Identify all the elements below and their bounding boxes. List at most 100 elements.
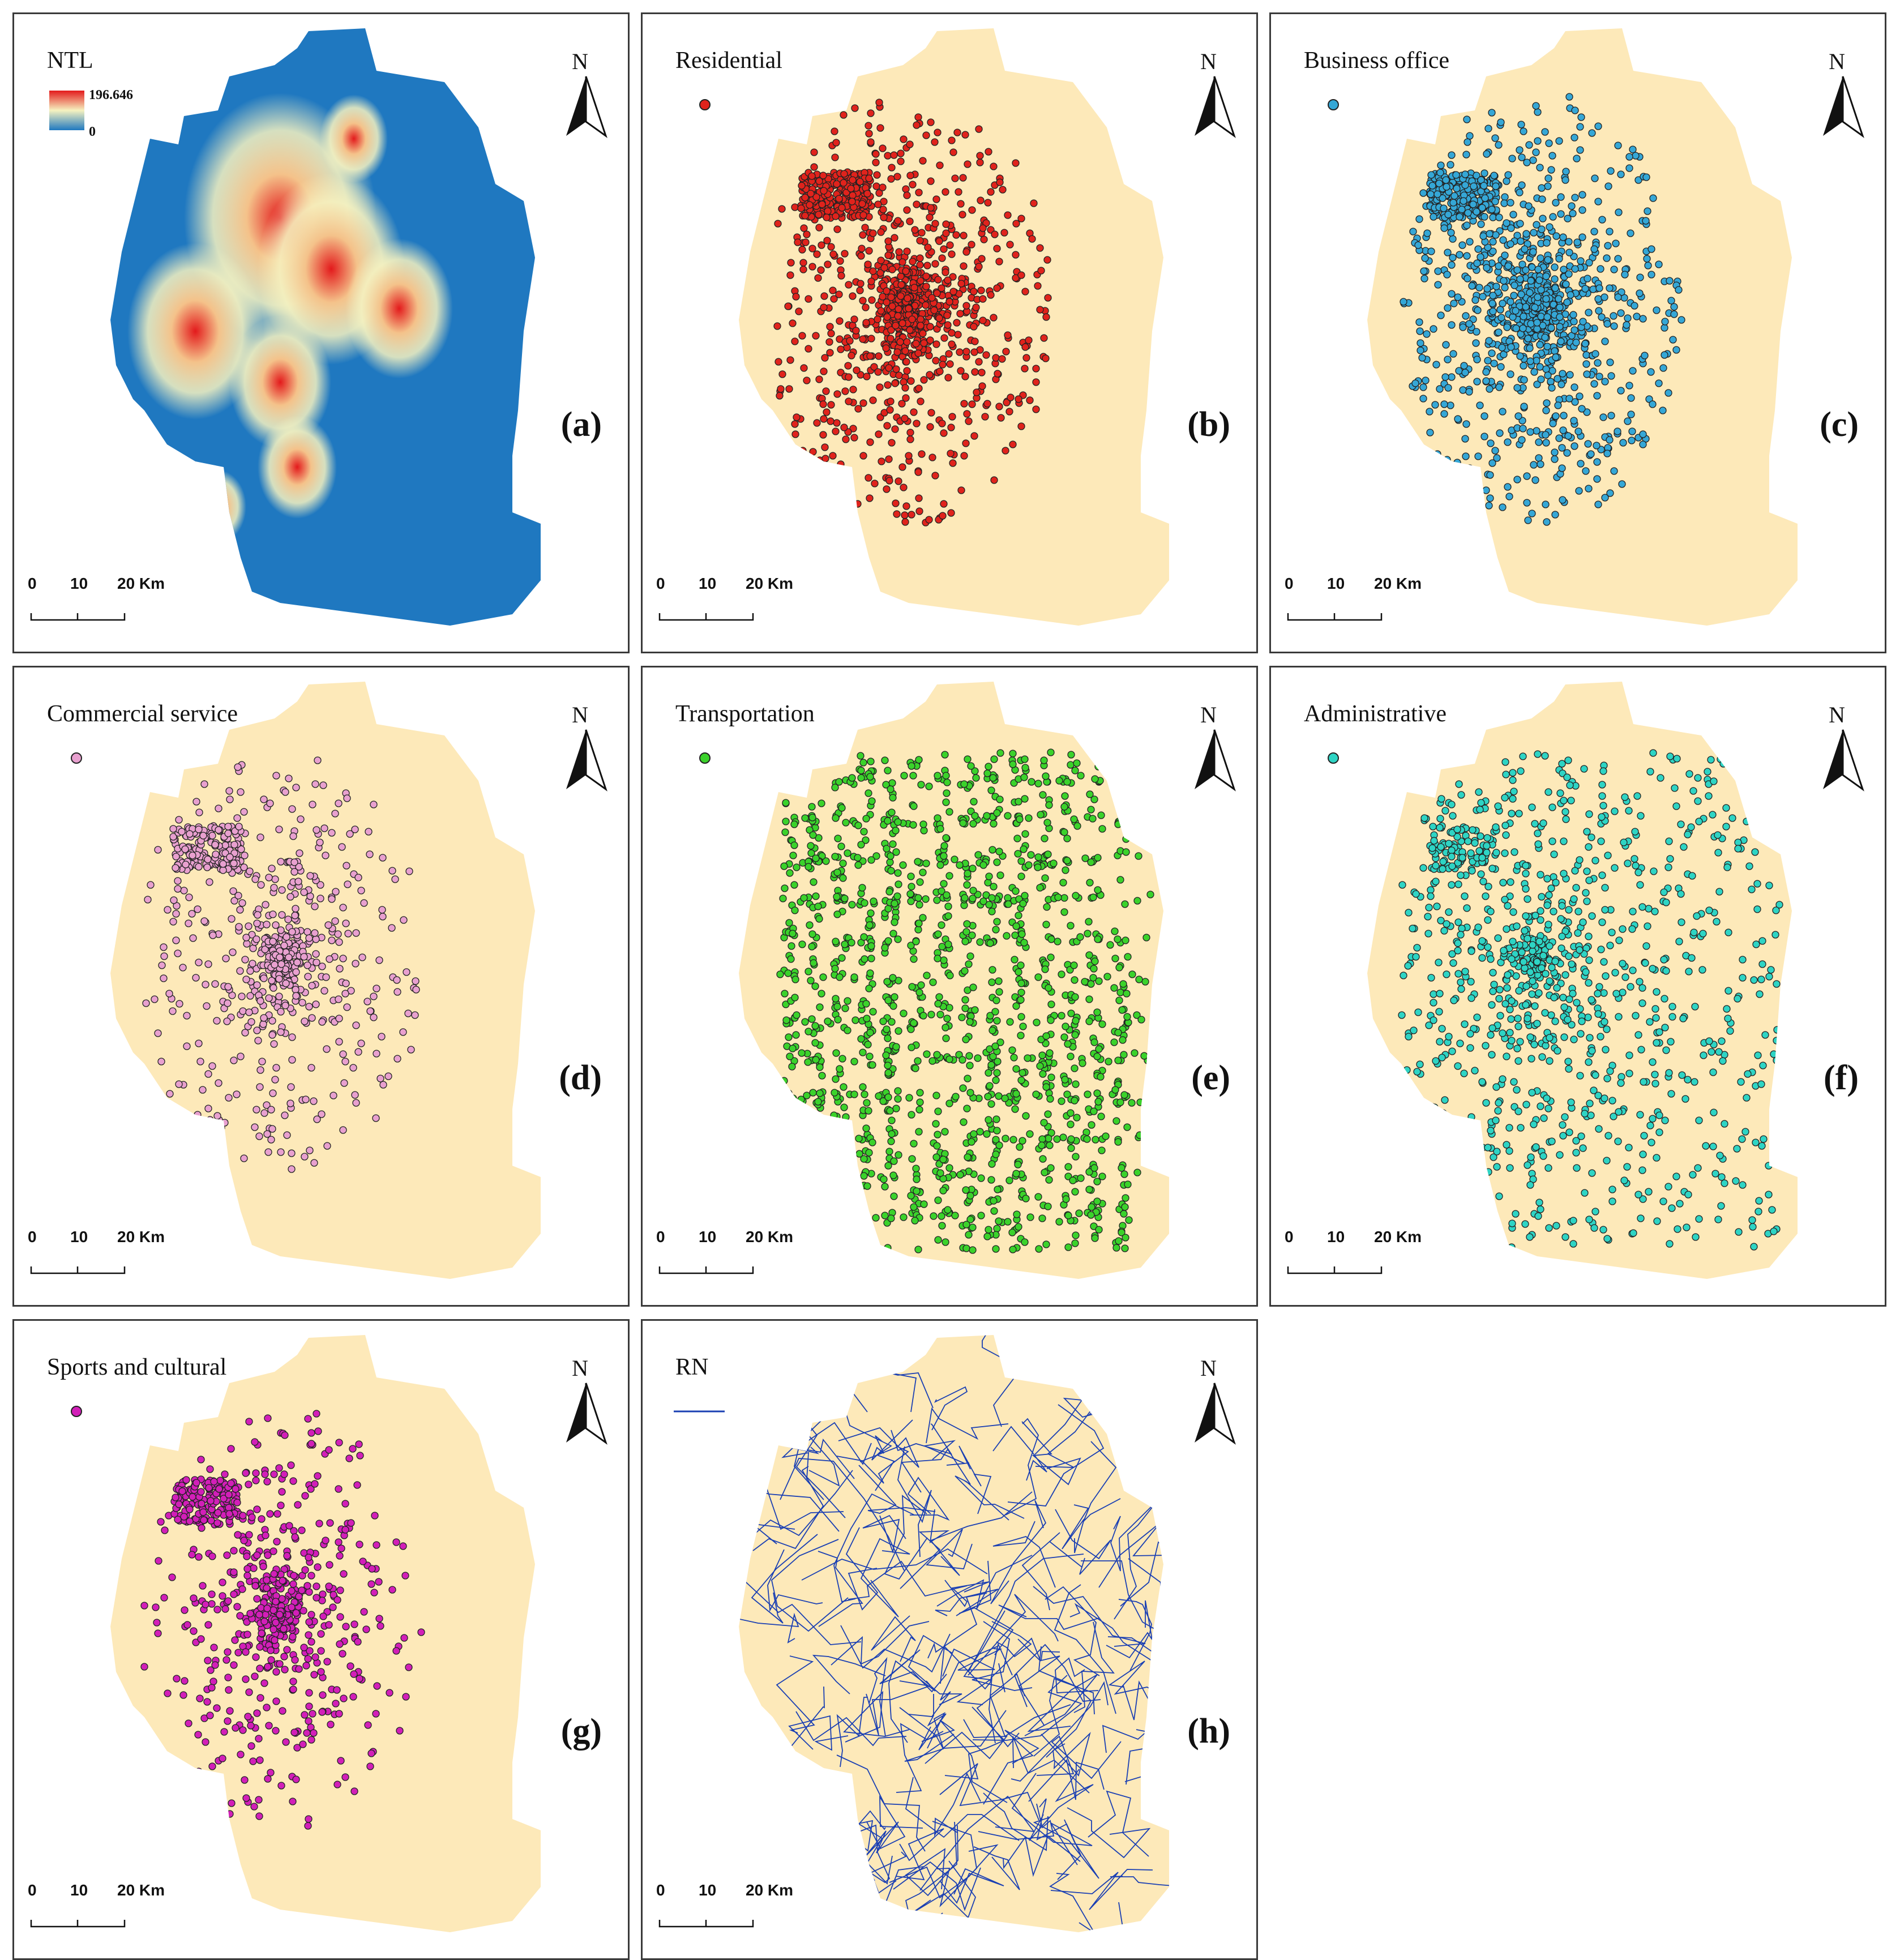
poi-point [934,815,941,821]
poi-point [1456,213,1463,220]
poi-point [805,863,812,870]
poi-point [972,369,978,375]
poi-point [891,1158,897,1165]
scale-tick-0: 0 [656,575,665,593]
poi-point [209,932,216,939]
poi-point [988,787,995,794]
poi-point [273,772,280,779]
poi-point [944,1206,951,1213]
poi-point [1137,1099,1144,1106]
poi-point [1649,401,1656,408]
poi-point [866,130,872,137]
poi-point [1521,403,1527,410]
poi-point [164,906,171,913]
poi-point [1483,151,1490,157]
poi-point [913,420,920,427]
poi-point [880,214,887,221]
poi-point [170,897,177,904]
poi-point [1020,1023,1026,1030]
poi-point [992,1043,999,1050]
poi-point [834,911,841,918]
poi-point [1019,1137,1026,1144]
poi-point [1653,307,1660,314]
poi-point [1556,255,1563,262]
poi-point [963,1245,970,1252]
poi-point [887,406,893,413]
poi-point [890,930,897,937]
poi-point [955,331,961,338]
poi-point [823,214,830,221]
poi-point [883,845,890,852]
poi-point [815,903,821,910]
poi-point [785,970,791,977]
poi-point [195,1040,202,1047]
poi-point [875,369,881,375]
poi-point [373,985,380,992]
poi-point [269,1090,276,1097]
poi-point [1035,1246,1042,1252]
poi-point [858,245,865,252]
poi-point [842,388,849,395]
poi-point [176,816,182,823]
poi-point [860,400,867,406]
poi-point [1607,168,1614,174]
poi-point [1550,420,1556,427]
poi-point [902,186,909,192]
poi-point [978,1175,985,1182]
poi-point [323,1046,330,1052]
poi-point [785,303,791,310]
poi-point [1134,897,1141,904]
poi-point [1015,396,1022,403]
poi-point [991,756,998,763]
poi-point [910,956,917,962]
poi-point [832,1076,839,1082]
poi-point [336,1038,343,1045]
poi-point [934,1051,940,1058]
poi-point [1557,338,1564,345]
poi-point [987,940,994,947]
poi-point [941,335,948,341]
poi-point [1615,255,1621,262]
poi-point [332,918,339,925]
poi-point [978,1212,985,1219]
poi-point [1094,1198,1101,1205]
poi-point [313,1001,319,1008]
poi-point [342,1058,349,1065]
poi-point [942,1024,949,1031]
poi-point [1552,199,1559,206]
poi-point [832,784,838,791]
poi-point [937,862,944,868]
poi-point [814,1137,821,1144]
poi-point [964,1154,971,1161]
poi-point [276,975,283,982]
poi-point [787,357,794,363]
poi-point [1427,191,1434,198]
poi-point [895,1152,902,1158]
poi-point [888,439,895,446]
poi-point [1047,1165,1054,1171]
poi-point [1068,1145,1075,1152]
poi-point [1105,1058,1112,1065]
poi-point [1474,307,1481,314]
poi-point [1454,416,1461,422]
poi-point [408,1046,414,1053]
poi-point [988,1101,995,1107]
poi-point [1538,376,1544,383]
poi-point [893,1105,900,1112]
poi-point [1500,277,1507,284]
poi-point [841,1104,848,1111]
poi-point [833,465,840,472]
poi-point [1067,1121,1074,1128]
poi-point [961,968,968,974]
poi-point [884,1062,891,1069]
poi-point [279,887,285,893]
poi-point [1045,1111,1051,1118]
poi-point [1582,340,1589,347]
poi-point [1077,1175,1084,1182]
poi-point [824,1018,831,1025]
poi-point [977,1128,983,1135]
poi-point [946,1004,953,1011]
poi-point [1565,757,1572,764]
poi-point [965,961,972,968]
